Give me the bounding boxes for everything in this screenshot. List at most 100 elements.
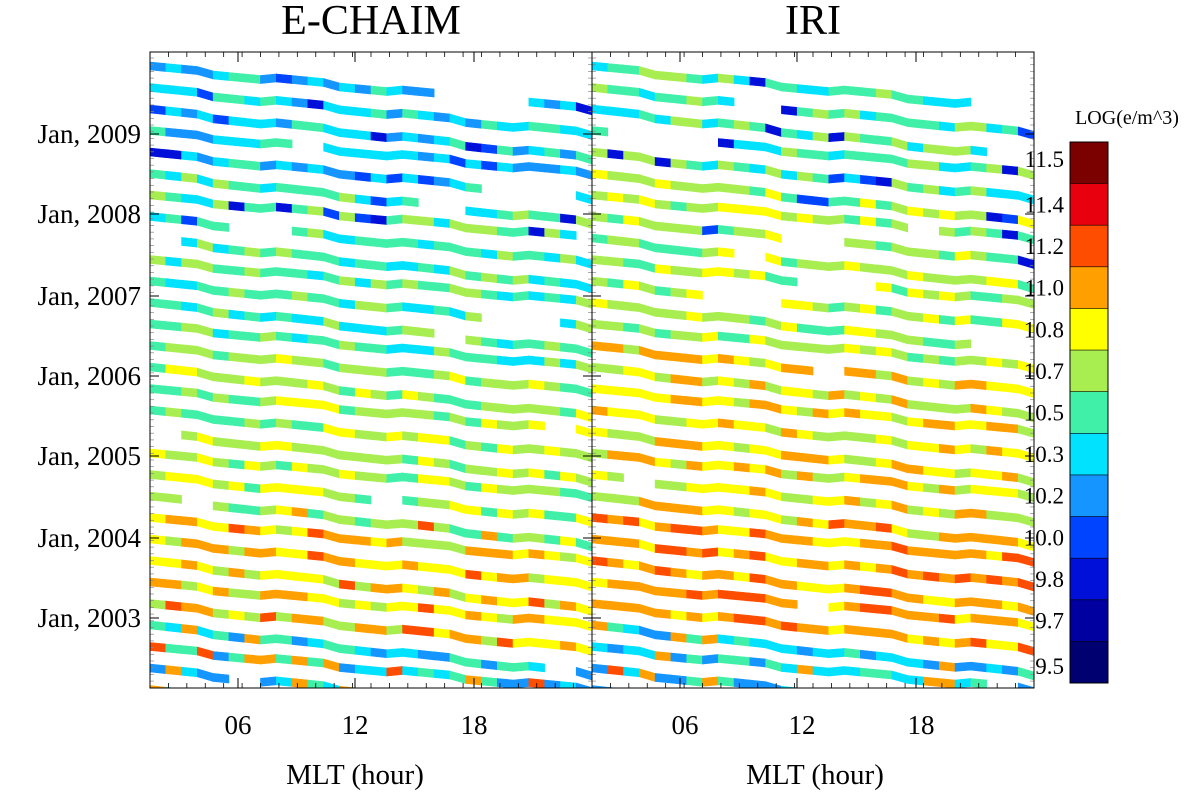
heatmap-cell bbox=[639, 174, 656, 188]
heatmap-cell bbox=[244, 525, 261, 536]
heatmap-cell bbox=[845, 690, 861, 700]
heatmap-cell bbox=[670, 567, 688, 579]
heatmap-cell bbox=[496, 420, 514, 431]
heatmap-cell bbox=[354, 300, 372, 311]
heatmap-cell bbox=[275, 73, 293, 84]
heatmap-cell bbox=[291, 442, 309, 453]
heatmap-cell bbox=[607, 235, 624, 246]
plot-frame-iri bbox=[591, 51, 1035, 689]
colorbar-label: 11.0 bbox=[1025, 276, 1064, 301]
heatmap-cell bbox=[386, 261, 403, 272]
heatmap-cell bbox=[923, 119, 940, 131]
heatmap-cell bbox=[418, 174, 435, 186]
heatmap-cell bbox=[686, 267, 703, 278]
heatmap-cell bbox=[481, 377, 498, 389]
heatmap-cell bbox=[907, 376, 924, 387]
heatmap-cell bbox=[512, 532, 530, 543]
heatmap-cell bbox=[749, 141, 766, 152]
heatmap-cell bbox=[986, 615, 1003, 626]
heatmap-cell bbox=[386, 472, 403, 483]
heatmap-cell bbox=[749, 637, 766, 649]
colorbar-label: 11.2 bbox=[1025, 234, 1064, 259]
heatmap-cell bbox=[844, 666, 861, 677]
heatmap-cell bbox=[402, 279, 419, 290]
heatmap-cell bbox=[449, 436, 467, 450]
heatmap-cell bbox=[1018, 707, 1034, 720]
heatmap-cell bbox=[907, 464, 924, 475]
heatmap-cell bbox=[512, 274, 530, 285]
heatmap-cell bbox=[860, 456, 877, 467]
heatmap-cell bbox=[228, 374, 246, 385]
heatmap-cell bbox=[812, 666, 830, 677]
heatmap-cell bbox=[323, 316, 340, 331]
heatmap-cell bbox=[907, 417, 924, 428]
heatmap-cell bbox=[354, 558, 372, 569]
heatmap-cell bbox=[923, 571, 940, 582]
heatmap-cell bbox=[670, 287, 688, 298]
heatmap-cell bbox=[465, 223, 482, 234]
heatmap-cell bbox=[860, 262, 877, 274]
heatmap-cell bbox=[150, 663, 167, 674]
heatmap-cell bbox=[244, 182, 261, 193]
heatmap-cell bbox=[639, 388, 656, 402]
heatmap-cell bbox=[702, 525, 719, 536]
heatmap-cell bbox=[275, 289, 293, 300]
heatmap-strips-echaim bbox=[150, 61, 592, 688]
heatmap-cell bbox=[891, 436, 909, 450]
heatmap-cell bbox=[1017, 577, 1034, 592]
colorbar-segment bbox=[1070, 599, 1108, 642]
heatmap-cell bbox=[244, 482, 261, 494]
heatmap-cell bbox=[607, 536, 624, 547]
heatmap-cell bbox=[828, 495, 845, 506]
heatmap-cell bbox=[796, 129, 814, 141]
heatmap-cell bbox=[465, 610, 482, 621]
heatmap-cell bbox=[339, 427, 356, 439]
heatmap-cell bbox=[354, 387, 372, 399]
heatmap-cell bbox=[703, 699, 719, 708]
heatmap-cell bbox=[418, 561, 435, 573]
heatmap-cell bbox=[212, 221, 230, 232]
heatmap-cell bbox=[1002, 189, 1019, 200]
heatmap-cell bbox=[275, 483, 293, 494]
heatmap-cell bbox=[1002, 294, 1019, 305]
heatmap-cell bbox=[449, 283, 467, 297]
heatmap-cell bbox=[512, 339, 530, 350]
heatmap-cell bbox=[907, 505, 924, 516]
heatmap-cell bbox=[891, 330, 909, 345]
heatmap-cell bbox=[765, 658, 782, 672]
heatmap-cell bbox=[465, 118, 482, 129]
heatmap-cell bbox=[528, 532, 545, 544]
heatmap-cell bbox=[575, 150, 592, 165]
heatmap-cell bbox=[496, 596, 514, 608]
heatmap-cell bbox=[165, 321, 182, 332]
heatmap-cell bbox=[402, 560, 419, 571]
heatmap-cell bbox=[260, 634, 277, 645]
heatmap-cell bbox=[717, 569, 735, 581]
heatmap-cell bbox=[354, 342, 372, 353]
heatmap-cell bbox=[686, 95, 703, 107]
heatmap-cell bbox=[197, 152, 214, 166]
heatmap-cell bbox=[512, 162, 530, 173]
heatmap-cell bbox=[575, 513, 592, 527]
heatmap-cell bbox=[244, 547, 261, 558]
heatmap-cell bbox=[970, 210, 987, 221]
heatmap-cell bbox=[260, 483, 277, 494]
heatmap-cell bbox=[686, 246, 703, 258]
heatmap-cell bbox=[686, 396, 703, 407]
heatmap-cell bbox=[291, 549, 309, 560]
heatmap-cell bbox=[465, 311, 482, 323]
heatmap-cell bbox=[465, 417, 482, 428]
axes-echaim bbox=[150, 52, 592, 689]
heatmap-cell bbox=[465, 528, 482, 540]
heatmap-cell bbox=[592, 298, 609, 309]
heatmap-cell bbox=[402, 132, 419, 143]
heatmap-cell bbox=[781, 556, 798, 568]
heatmap-cell bbox=[291, 526, 309, 537]
heatmap-cell bbox=[654, 179, 672, 190]
heatmap-cell bbox=[624, 689, 640, 699]
heatmap-cell bbox=[275, 182, 293, 194]
heatmap-cell bbox=[907, 352, 924, 363]
heatmap-cell bbox=[1002, 730, 1018, 740]
heatmap-cell bbox=[197, 474, 214, 489]
heatmap-cell bbox=[181, 301, 198, 312]
